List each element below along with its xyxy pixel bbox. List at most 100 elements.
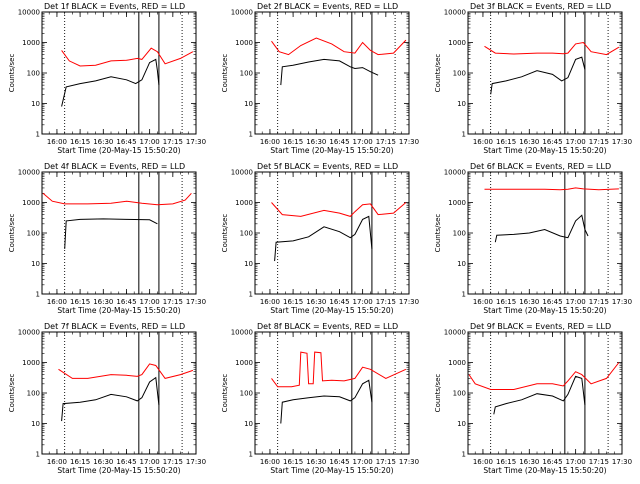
panel-6: Det 6f BLACK = Events, RED = LLD 1 10 100 10… (434, 162, 632, 315)
y-tick-label: 100 (240, 230, 253, 238)
panel-5: Det 5f BLACK = Events, RED = LLD 1 10 100 10… (221, 162, 419, 315)
series-line-lld (271, 351, 407, 388)
x-tick-label: 17:00 (140, 138, 160, 146)
y-axis-label: Counts/sec (8, 54, 16, 93)
y-tick-label: 100 (27, 70, 40, 78)
x-tick-label: 16:30 (519, 458, 539, 466)
y-tick-label: 1 (36, 131, 40, 139)
panel-4: Det 4f BLACK = Events, RED = LLD 1 10 100 10… (8, 162, 206, 315)
x-tick-label: 17:00 (353, 458, 373, 466)
panel-7: Det 7f BLACK = Events, RED = LLD 1 10 100 10… (8, 322, 206, 475)
series-line-lld (58, 363, 194, 379)
y-tick-label: 1 (462, 131, 466, 139)
y-tick-label: 1 (36, 291, 40, 299)
y-axis-label: Counts/sec (434, 214, 442, 253)
y-axis-label: Counts/sec (8, 214, 16, 253)
y-tick-label: 1 (249, 451, 253, 459)
x-tick-label: 17:00 (566, 138, 586, 146)
x-tick-label: 16:00 (47, 298, 67, 306)
x-tick-label: 17:30 (186, 298, 206, 306)
x-tick-label: 17:30 (399, 458, 419, 466)
panel-1: Det 1f BLACK = Events, RED = LLD 1 10 100 10… (8, 2, 206, 155)
y-tick-label: 1000 (448, 199, 466, 207)
x-tick-label: 16:00 (260, 298, 280, 306)
panel-3: Det 3f BLACK = Events, RED = LLD 1 10 100 10… (434, 2, 632, 155)
y-tick-label: 10 (31, 260, 40, 268)
x-tick-label: 16:15 (70, 298, 90, 306)
x-tick-label: 17:15 (376, 298, 396, 306)
x-tick-label: 16:00 (260, 458, 280, 466)
x-tick-label: 16:45 (542, 458, 562, 466)
x-axis-label: Start Time (20-May-15 15:50:20) (270, 306, 393, 315)
y-tick-label: 1 (249, 131, 253, 139)
x-tick-label: 16:00 (47, 138, 67, 146)
y-tick-label: 1000 (22, 199, 40, 207)
y-tick-label: 1 (249, 291, 253, 299)
x-axis-label: Start Time (20-May-15 15:50:20) (483, 306, 606, 315)
y-tick-label: 10 (457, 100, 466, 108)
panel-title: Det 6f BLACK = Events, RED = LLD (470, 162, 611, 171)
x-tick-label: 17:00 (140, 298, 160, 306)
x-tick-label: 16:30 (519, 298, 539, 306)
series-line-lld (271, 202, 407, 217)
y-tick-label: 1000 (448, 359, 466, 367)
x-tick-label: 16:15 (70, 458, 90, 466)
panel-title: Det 9f BLACK = Events, RED = LLD (470, 322, 611, 331)
series-line-lld (271, 37, 407, 56)
x-tick-label: 16:15 (496, 458, 516, 466)
y-tick-label: 10 (31, 100, 40, 108)
x-tick-label: 17:30 (399, 138, 419, 146)
y-axis-label: Counts/sec (434, 54, 442, 93)
x-tick-label: 16:15 (496, 138, 516, 146)
series-line-events (280, 58, 379, 86)
x-tick-label: 17:15 (163, 298, 183, 306)
y-tick-label: 100 (453, 70, 466, 78)
x-axis-label: Start Time (20-May-15 15:50:20) (270, 466, 393, 475)
x-tick-label: 17:30 (186, 138, 206, 146)
x-tick-label: 16:00 (473, 298, 493, 306)
y-tick-label: 10 (457, 260, 466, 268)
x-tick-label: 17:30 (612, 458, 632, 466)
x-tick-label: 17:15 (163, 458, 183, 466)
x-tick-label: 16:45 (542, 138, 562, 146)
y-tick-label: 1000 (22, 39, 40, 47)
y-tick-label: 10 (244, 100, 253, 108)
x-tick-label: 16:15 (283, 298, 303, 306)
x-tick-label: 16:30 (93, 458, 113, 466)
x-tick-label: 16:00 (473, 458, 493, 466)
x-tick-label: 17:15 (163, 138, 183, 146)
series-line-events (494, 214, 589, 243)
x-axis-label: Start Time (20-May-15 15:50:20) (270, 146, 393, 155)
y-tick-label: 1000 (235, 359, 253, 367)
y-tick-label: 10000 (18, 169, 40, 177)
x-tick-label: 16:45 (329, 138, 349, 146)
x-axis-label: Start Time (20-May-15 15:50:20) (57, 306, 180, 315)
y-tick-label: 100 (453, 230, 466, 238)
x-tick-label: 16:00 (47, 458, 67, 466)
x-axis-label: Start Time (20-May-15 15:50:20) (57, 466, 180, 475)
x-tick-label: 17:15 (589, 298, 609, 306)
y-tick-label: 1 (462, 291, 466, 299)
panel-title: Det 4f BLACK = Events, RED = LLD (44, 162, 185, 171)
x-tick-label: 16:30 (306, 138, 326, 146)
y-tick-label: 1000 (448, 39, 466, 47)
y-tick-label: 10000 (444, 329, 466, 337)
y-axis-label: Counts/sec (221, 374, 229, 413)
y-tick-label: 10 (31, 420, 40, 428)
panel-title: Det 2f BLACK = Events, RED = LLD (257, 2, 398, 11)
x-tick-label: 16:30 (519, 138, 539, 146)
x-tick-label: 16:15 (283, 138, 303, 146)
x-tick-label: 16:00 (260, 138, 280, 146)
y-tick-label: 1000 (22, 359, 40, 367)
y-axis-label: Counts/sec (221, 54, 229, 93)
y-tick-label: 10000 (231, 9, 253, 17)
x-tick-label: 17:00 (566, 298, 586, 306)
x-tick-label: 16:45 (329, 298, 349, 306)
series-line-lld (484, 41, 620, 56)
x-axis-label: Start Time (20-May-15 15:50:20) (483, 466, 606, 475)
x-tick-label: 16:30 (306, 298, 326, 306)
panel-title: Det 8f BLACK = Events, RED = LLD (257, 322, 398, 331)
y-tick-label: 10000 (444, 9, 466, 17)
panel-title: Det 5f BLACK = Events, RED = LLD (257, 162, 398, 171)
